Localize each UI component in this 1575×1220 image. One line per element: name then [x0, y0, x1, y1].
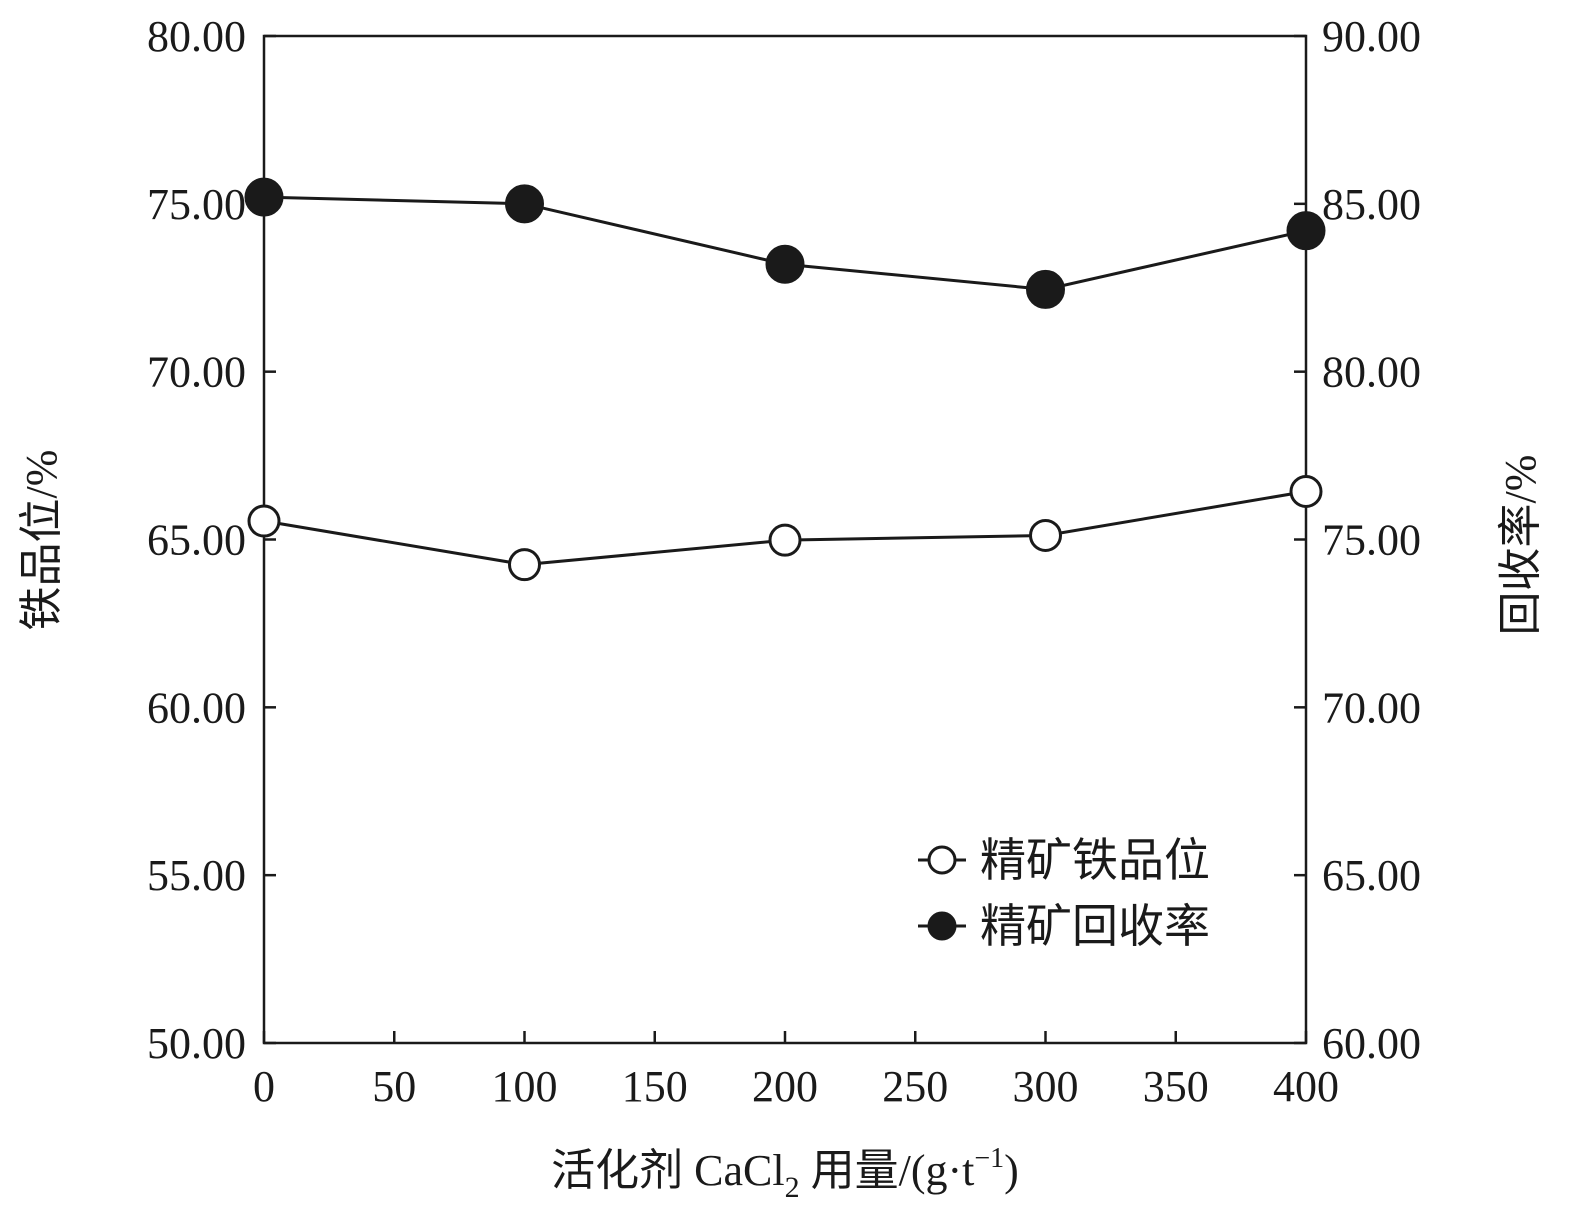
- right-y-tick-label: 80.00: [1322, 348, 1421, 397]
- data-point-grade: [1289, 474, 1323, 508]
- x-tick-label: 100: [492, 1062, 558, 1111]
- x-axis-title: 活化剂 CaCl2 用量/(g·t−1): [551, 1143, 1019, 1204]
- x-tick-label: 0: [253, 1062, 275, 1111]
- data-point-recovery: [244, 177, 284, 217]
- data-point-grade: [768, 523, 802, 557]
- legend-label-recovery: 精矿回收率: [980, 901, 1210, 952]
- x-tick-label: 300: [1013, 1062, 1079, 1111]
- x-tick-label: 50: [372, 1062, 416, 1111]
- right-y-tick-label: 60.00: [1322, 1019, 1421, 1068]
- x-axis: 0 50 100 150 200 250 300 350 400: [253, 1031, 1339, 1111]
- x-tick-label: 200: [752, 1062, 818, 1111]
- right-y-tick-label: 85.00: [1322, 180, 1421, 229]
- series-layer: [244, 177, 1326, 582]
- data-point-recovery: [1026, 269, 1065, 309]
- left-y-axis: 50.00 55.00 60.00 65.00 70.00 75.00 80.00: [147, 12, 276, 1068]
- right-y-tick-label: 65.00: [1322, 851, 1421, 900]
- data-point-grade: [1029, 518, 1062, 552]
- left-y-tick-label: 80.00: [147, 12, 246, 61]
- left-y-tick-label: 70.00: [147, 348, 246, 397]
- left-y-tick-label: 55.00: [147, 851, 246, 900]
- x-tick-label: 250: [882, 1062, 948, 1111]
- right-y-tick-label: 70.00: [1322, 683, 1421, 732]
- right-y-axis-title: 回收率/%: [1496, 455, 1545, 636]
- legend-marker-grade: [927, 845, 957, 875]
- left-y-axis-title: 铁品位/%: [17, 450, 66, 631]
- right-y-axis: 60.00 65.00 70.00 75.00 80.00 85.00 90.00: [1294, 12, 1421, 1068]
- left-y-tick-label: 50.00: [147, 1019, 246, 1068]
- right-y-tick-label: 90.00: [1322, 12, 1421, 61]
- left-y-tick-label: 60.00: [147, 683, 246, 732]
- data-point-grade: [247, 504, 281, 538]
- legend-label-grade: 精矿铁品位: [980, 835, 1210, 886]
- data-point-grade: [508, 548, 541, 582]
- data-point-recovery: [505, 184, 544, 224]
- left-y-tick-label: 75.00: [147, 180, 246, 229]
- x-tick-label: 150: [622, 1062, 688, 1111]
- x-tick-label: 400: [1273, 1062, 1339, 1111]
- legend-marker-recovery: [927, 911, 957, 941]
- x-tick-label: 350: [1143, 1062, 1209, 1111]
- right-y-tick-label: 75.00: [1322, 516, 1421, 565]
- data-point-recovery: [765, 244, 805, 284]
- left-y-tick-label: 65.00: [147, 516, 246, 565]
- axis-titles: 活化剂 CaCl2 用量/(g·t−1) 铁品位/% 回收率/%: [17, 450, 1545, 1204]
- data-point-recovery: [1286, 211, 1326, 251]
